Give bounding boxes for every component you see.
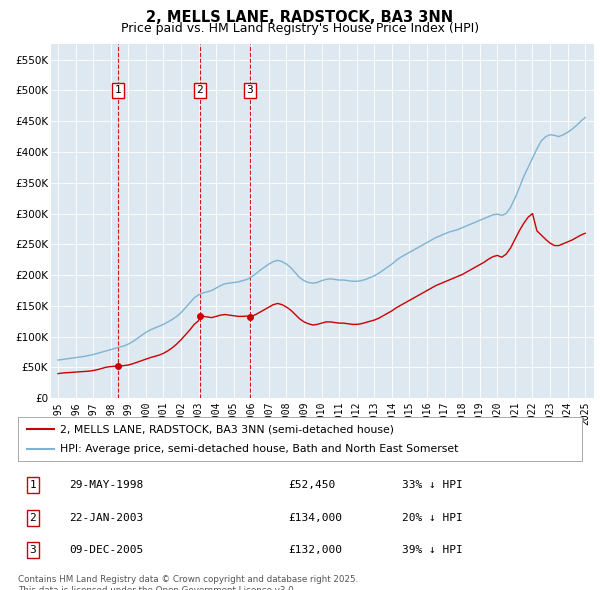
Text: 2: 2 xyxy=(29,513,37,523)
Text: 09-DEC-2005: 09-DEC-2005 xyxy=(69,545,143,555)
Text: 1: 1 xyxy=(115,86,121,96)
Text: 20% ↓ HPI: 20% ↓ HPI xyxy=(402,513,463,523)
Text: 29-MAY-1998: 29-MAY-1998 xyxy=(69,480,143,490)
Text: HPI: Average price, semi-detached house, Bath and North East Somerset: HPI: Average price, semi-detached house,… xyxy=(60,444,458,454)
Text: 1: 1 xyxy=(29,480,37,490)
Text: £134,000: £134,000 xyxy=(288,513,342,523)
Text: 3: 3 xyxy=(29,545,37,555)
Text: 33% ↓ HPI: 33% ↓ HPI xyxy=(402,480,463,490)
Text: 3: 3 xyxy=(247,86,253,96)
Text: Contains HM Land Registry data © Crown copyright and database right 2025.
This d: Contains HM Land Registry data © Crown c… xyxy=(18,575,358,590)
Text: 39% ↓ HPI: 39% ↓ HPI xyxy=(402,545,463,555)
Text: 22-JAN-2003: 22-JAN-2003 xyxy=(69,513,143,523)
Text: 2, MELLS LANE, RADSTOCK, BA3 3NN (semi-detached house): 2, MELLS LANE, RADSTOCK, BA3 3NN (semi-d… xyxy=(60,424,394,434)
Text: £132,000: £132,000 xyxy=(288,545,342,555)
Text: 2: 2 xyxy=(196,86,203,96)
Text: 2, MELLS LANE, RADSTOCK, BA3 3NN: 2, MELLS LANE, RADSTOCK, BA3 3NN xyxy=(146,10,454,25)
Text: Price paid vs. HM Land Registry's House Price Index (HPI): Price paid vs. HM Land Registry's House … xyxy=(121,22,479,35)
Text: £52,450: £52,450 xyxy=(288,480,335,490)
